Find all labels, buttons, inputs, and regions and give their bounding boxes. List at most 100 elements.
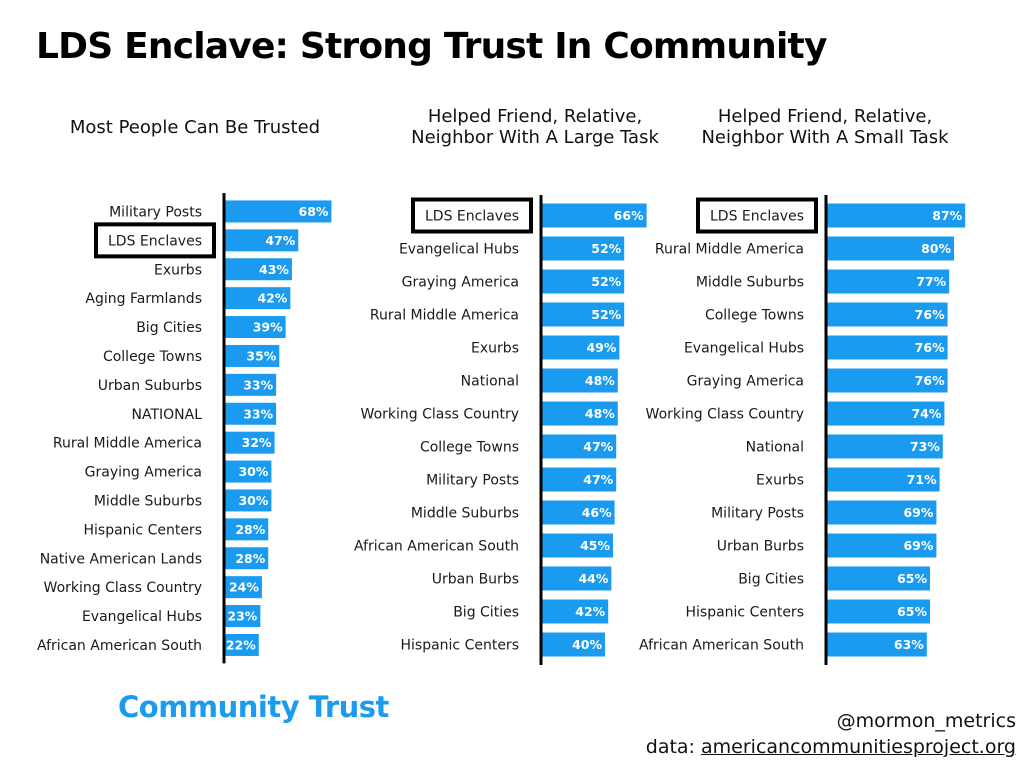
category-label: National	[461, 374, 519, 390]
bar	[826, 599, 930, 624]
bar	[826, 401, 945, 426]
category-label: Working Class Country	[44, 580, 202, 596]
category-label: African American South	[354, 539, 519, 555]
bar	[541, 467, 617, 492]
data-label: 47%	[583, 472, 613, 487]
category-label: Middle Suburbs	[411, 506, 519, 522]
bar-chart: 68% Military Posts 47% LDS Enclaves 43% Exurb…	[37, 193, 332, 664]
data-label: 32%	[242, 435, 272, 450]
category-label: Working Class Country	[361, 407, 519, 423]
category-label: Middle Suburbs	[94, 493, 202, 509]
category-label: Evangelical Hubs	[399, 242, 519, 258]
bar	[541, 302, 625, 327]
data-label: 33%	[243, 406, 273, 421]
category-label: Exurbs	[756, 473, 804, 489]
bar	[224, 316, 286, 339]
data-label: 49%	[586, 340, 616, 355]
category-label: Working Class Country	[646, 407, 804, 423]
category-label: Graying America	[85, 465, 202, 481]
data-label: 87%	[932, 208, 962, 223]
bar	[541, 401, 618, 426]
category-label: Evangelical Hubs	[82, 609, 202, 625]
chart-small-task: Helped Friend, Relative, Neighbor With A…	[639, 106, 1024, 665]
bar	[541, 533, 613, 558]
category-label: Big Cities	[136, 320, 202, 336]
chart-title: Most People Can Be Trusted	[69, 117, 321, 138]
category-label: LDS Enclaves	[710, 209, 804, 225]
source-link[interactable]: americancommunitiesproject.org	[701, 736, 1016, 758]
data-label: 44%	[578, 571, 608, 586]
data-label: 52%	[591, 274, 621, 289]
footer-label: Community Trust	[118, 690, 389, 724]
bar	[224, 287, 291, 310]
bar	[826, 500, 937, 525]
author-handle: @mormon_metrics	[836, 710, 1016, 732]
category-label: Rural Middle America	[53, 436, 202, 452]
category-label: LDS Enclaves	[108, 233, 202, 249]
data-label: 42%	[257, 291, 287, 306]
data-label: 80%	[921, 241, 951, 256]
data-label: 33%	[243, 377, 273, 392]
bar	[826, 533, 937, 558]
category-label: College Towns	[103, 349, 202, 365]
bar	[541, 500, 615, 525]
data-label: 76%	[915, 373, 945, 388]
data-label: 77%	[916, 274, 946, 289]
category-label: Exurbs	[154, 262, 202, 278]
bar	[826, 467, 940, 492]
data-label: 23%	[227, 609, 257, 624]
category-label: Aging Farmlands	[85, 291, 202, 307]
category-label: Urban Suburbs	[98, 378, 202, 394]
bar	[541, 236, 625, 261]
category-label: Graying America	[402, 275, 519, 291]
bar	[541, 434, 617, 459]
category-label: African American South	[639, 638, 804, 654]
data-label: 68%	[299, 204, 329, 219]
data-label: 30%	[238, 464, 268, 479]
highlight-box	[411, 197, 533, 234]
bar	[541, 566, 612, 591]
category-label: Middle Suburbs	[696, 275, 804, 291]
bar	[541, 599, 609, 624]
bar	[541, 632, 605, 657]
category-label: LDS Enclaves	[425, 209, 519, 225]
category-label: College Towns	[420, 440, 519, 456]
category-label: NATIONAL	[131, 407, 202, 423]
data-label: 74%	[911, 406, 941, 421]
data-label: 40%	[572, 637, 602, 652]
bar	[224, 547, 269, 570]
category-label: Big Cities	[453, 605, 519, 621]
data-label: 76%	[915, 340, 945, 355]
chart-most-people-trusted: Most People Can Be Trusted 68% Military P…	[0, 117, 400, 664]
highlight-box	[94, 222, 216, 259]
bar	[826, 434, 943, 459]
bar	[826, 236, 954, 261]
data-label: 39%	[253, 320, 283, 335]
bar	[826, 368, 948, 393]
chart-title: Helped Friend, Relative, Neighbor With A…	[701, 106, 949, 148]
source-prefix: data:	[645, 736, 702, 758]
category-label: Big Cities	[738, 572, 804, 588]
bar	[224, 576, 262, 599]
data-label: 52%	[591, 241, 621, 256]
bar	[826, 335, 948, 360]
data-label: 46%	[582, 505, 612, 520]
category-label: College Towns	[705, 308, 804, 324]
credit-block: @mormon_metrics data: americancommunitie…	[646, 708, 1016, 760]
category-label: Hispanic Centers	[685, 605, 804, 621]
bar	[224, 431, 275, 454]
data-label: 35%	[246, 348, 276, 363]
bar	[224, 402, 277, 425]
data-label: 69%	[903, 505, 933, 520]
category-label: National	[746, 440, 804, 456]
bar	[826, 566, 930, 591]
category-label: Rural Middle America	[370, 308, 519, 324]
data-label: 73%	[910, 439, 940, 454]
data-label: 47%	[583, 439, 613, 454]
bar	[541, 368, 618, 393]
data-label: 48%	[585, 406, 615, 421]
category-label: Hispanic Centers	[83, 522, 202, 538]
bar	[224, 344, 280, 367]
bar	[224, 460, 272, 483]
bar	[541, 335, 620, 360]
